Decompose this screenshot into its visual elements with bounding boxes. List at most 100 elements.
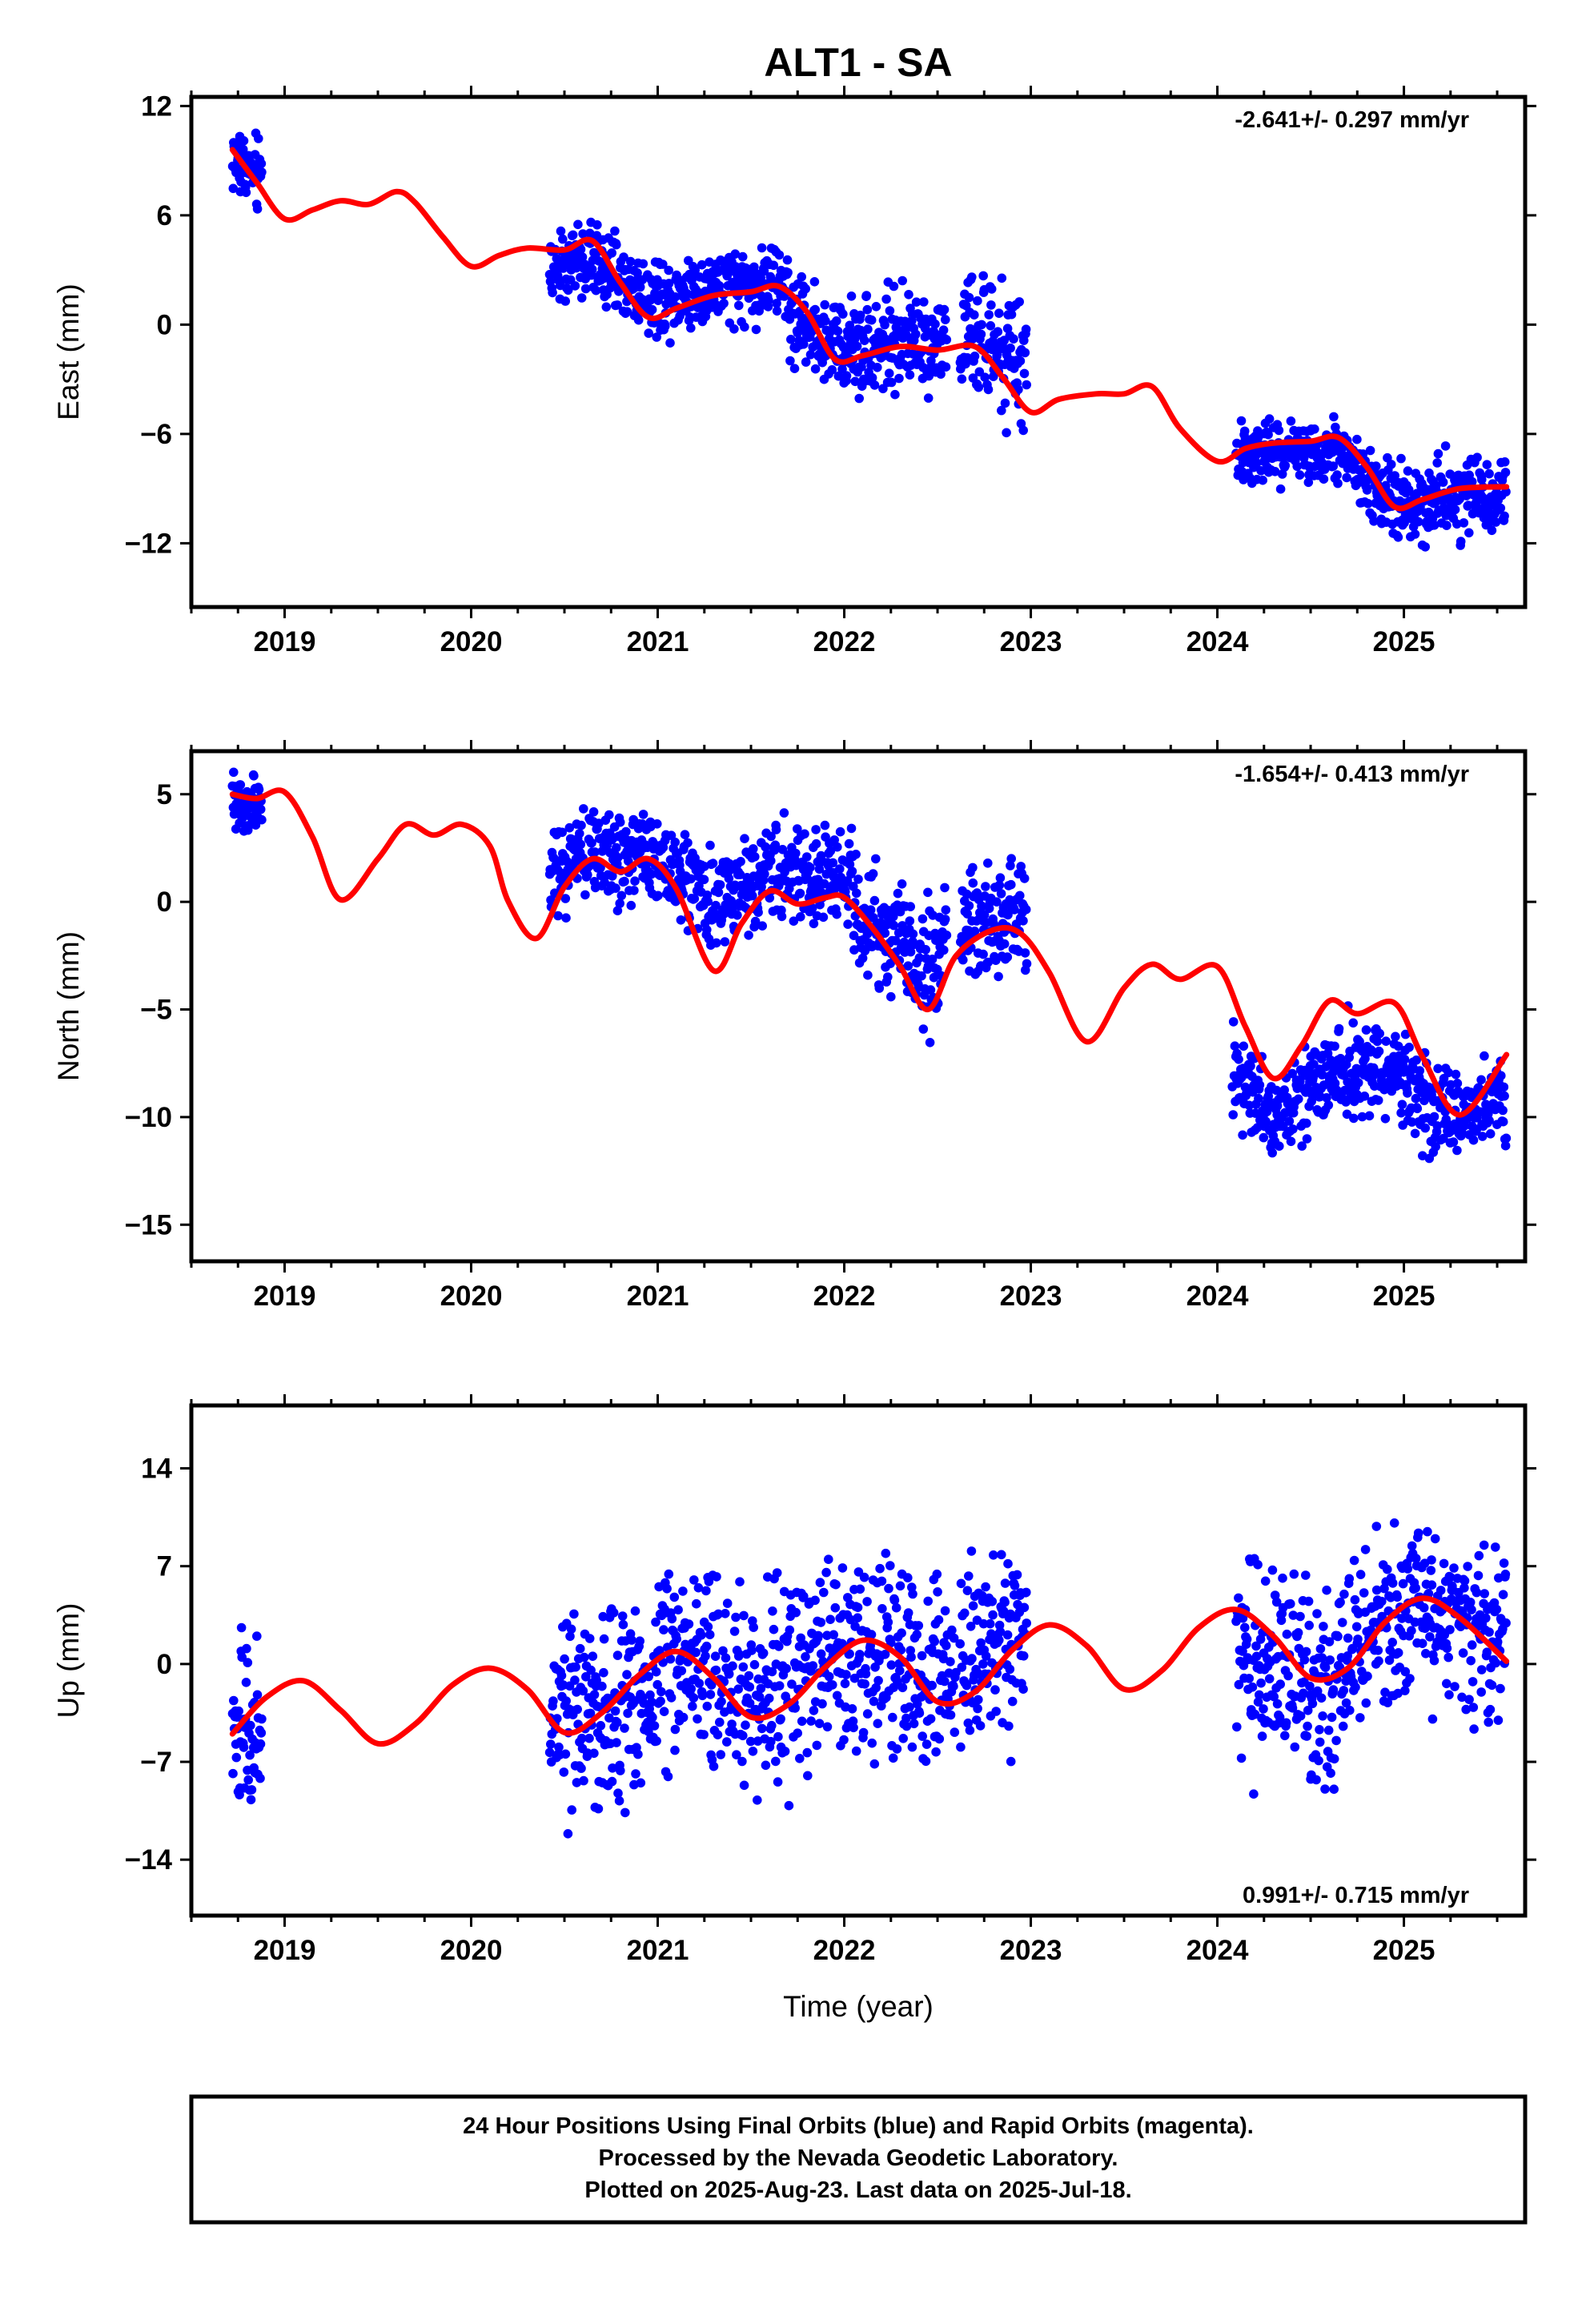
data-point	[1264, 1674, 1275, 1684]
data-point	[860, 336, 869, 346]
data-point	[665, 338, 675, 348]
data-point	[1284, 1116, 1295, 1126]
data-point	[588, 1651, 598, 1661]
up-y-axis-title: Up (mm)	[52, 1603, 85, 1719]
data-point	[1264, 414, 1275, 424]
data-point	[1472, 452, 1482, 462]
data-point	[1500, 1570, 1511, 1579]
data-point	[1499, 1082, 1509, 1092]
x-tick-label: 2020	[440, 1935, 503, 1966]
data-point	[749, 1659, 760, 1670]
data-point	[736, 857, 745, 866]
data-point	[933, 1587, 942, 1597]
data-point	[883, 1617, 893, 1627]
data-point	[612, 1651, 623, 1660]
data-point	[967, 1654, 977, 1663]
data-point	[1459, 518, 1469, 528]
data-point	[749, 844, 758, 854]
data-point	[570, 1675, 580, 1685]
data-point	[1482, 1647, 1492, 1657]
data-point	[588, 807, 599, 817]
data-point	[824, 1554, 833, 1564]
data-point	[753, 1795, 762, 1805]
data-point	[757, 243, 767, 253]
data-point	[912, 1630, 921, 1639]
data-point	[676, 915, 686, 925]
data-point	[1411, 1583, 1420, 1593]
data-point	[1403, 466, 1413, 476]
data-point	[835, 826, 845, 837]
north-y-axis-title: North (mm)	[52, 931, 85, 1081]
data-point	[553, 911, 563, 921]
data-point	[800, 829, 809, 839]
data-point	[1498, 1116, 1508, 1127]
data-point	[986, 284, 997, 294]
data-point	[772, 299, 781, 308]
data-point	[744, 1671, 754, 1681]
data-point	[918, 1024, 929, 1034]
data-point	[1297, 1141, 1307, 1151]
data-point	[976, 329, 986, 340]
data-point	[234, 1706, 244, 1716]
data-point	[1360, 1054, 1370, 1063]
data-point	[795, 1754, 805, 1763]
data-point	[1351, 1683, 1360, 1692]
data-point	[1429, 1112, 1439, 1122]
data-point	[783, 267, 793, 278]
data-point	[1304, 1620, 1314, 1630]
data-point	[733, 911, 742, 920]
data-point	[697, 259, 707, 270]
data-point	[608, 1608, 619, 1618]
data-point	[544, 1747, 555, 1758]
data-point	[818, 912, 829, 923]
data-point	[560, 296, 570, 306]
data-point	[724, 1669, 734, 1679]
data-point	[1500, 468, 1511, 477]
data-point	[737, 251, 748, 262]
data-point	[1279, 1121, 1288, 1132]
data-point	[779, 808, 789, 818]
data-point	[968, 878, 978, 888]
data-point	[785, 1625, 795, 1635]
data-point	[1450, 1682, 1460, 1691]
data-point	[242, 1643, 251, 1654]
data-point	[589, 1690, 600, 1699]
data-point	[801, 357, 811, 367]
data-point	[686, 1684, 696, 1694]
data-point	[1431, 1142, 1440, 1152]
data-point	[1307, 1096, 1316, 1107]
data-point	[612, 1718, 622, 1727]
data-point	[911, 329, 921, 340]
data-point	[1501, 1618, 1511, 1628]
data-point	[997, 1550, 1006, 1560]
data-point	[966, 1546, 977, 1556]
data-point	[255, 1739, 266, 1749]
data-point	[711, 1665, 721, 1675]
data-point	[1349, 1555, 1359, 1566]
data-point	[1250, 1709, 1260, 1719]
data-point	[576, 244, 586, 255]
data-point	[644, 1671, 653, 1682]
data-point	[1477, 1132, 1488, 1141]
data-point	[957, 1663, 967, 1672]
data-point	[923, 887, 933, 898]
data-point	[1357, 1112, 1367, 1122]
data-point	[589, 1748, 599, 1759]
data-point	[670, 1724, 681, 1735]
data-point	[584, 1733, 594, 1743]
data-point	[940, 1676, 950, 1687]
data-point	[1429, 521, 1439, 530]
data-point	[1002, 428, 1011, 438]
data-point	[566, 1624, 576, 1634]
data-point	[669, 1592, 680, 1602]
data-point	[590, 847, 600, 857]
data-point	[1288, 1124, 1298, 1134]
data-point	[845, 320, 855, 331]
data-point	[1438, 477, 1448, 487]
north-panel: 2019 2020 2021 2022 2023 2024 2025 5 0 −5 −10 −15 No…	[52, 740, 1536, 1312]
data-point	[1004, 1721, 1014, 1731]
data-point	[626, 900, 636, 911]
data-point	[692, 1598, 701, 1609]
data-point	[791, 1607, 801, 1618]
data-point	[1377, 1596, 1387, 1606]
